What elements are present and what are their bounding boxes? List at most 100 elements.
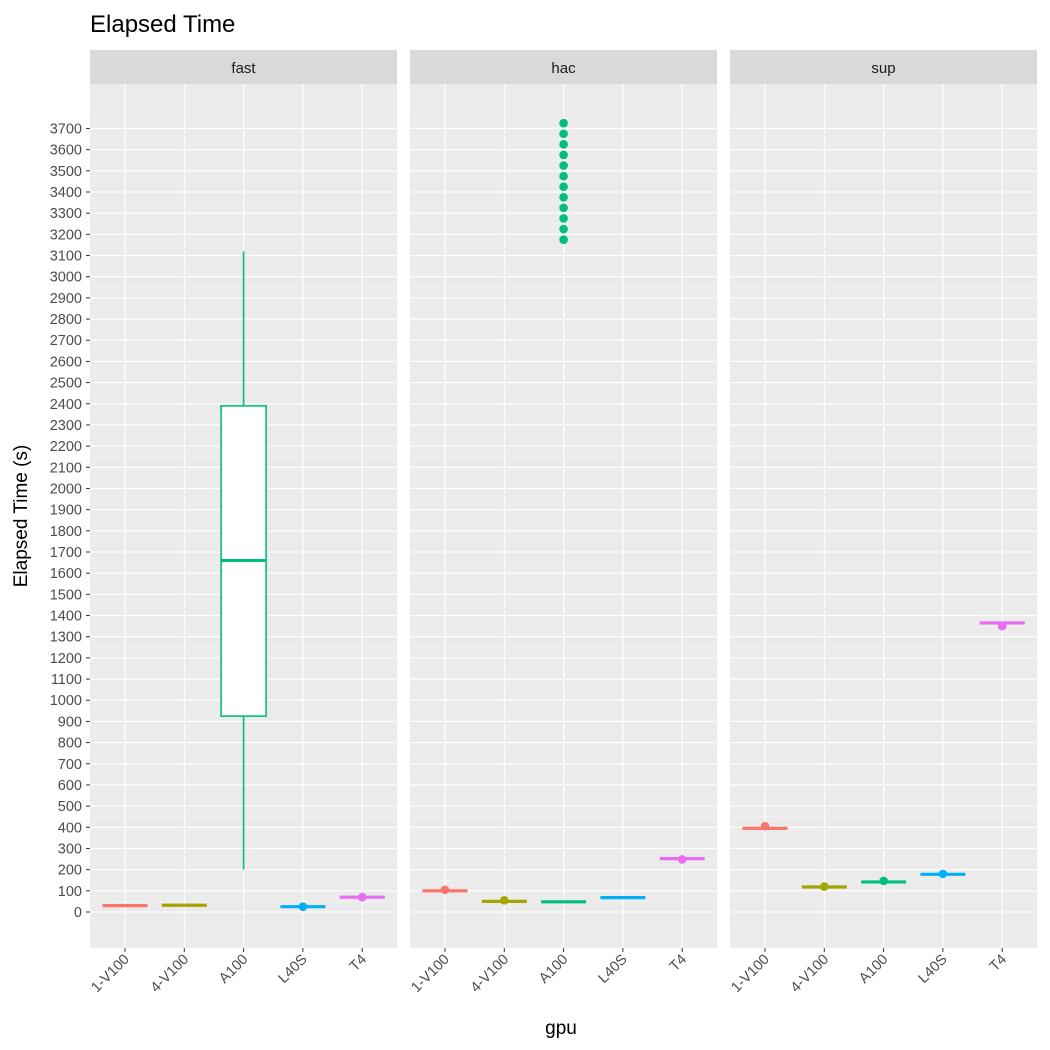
outlier-point: [559, 129, 568, 139]
x-tick-label: L40S: [915, 952, 950, 987]
box-fast-A100: [220, 251, 267, 870]
box-sup-L40S: [920, 869, 966, 879]
facet-panels: fast 1-V100 4-V100 A100 L40S T4 hac 1-V100 4-V10…: [88, 50, 1037, 996]
data-point: [677, 855, 687, 864]
x-tick-label: A100: [856, 952, 891, 987]
y-tick-label: 500: [58, 799, 82, 815]
outlier-point: [559, 224, 568, 234]
x-tick-label: L40S: [595, 952, 630, 987]
x-tick-label: A100: [216, 952, 251, 987]
data-point: [440, 885, 450, 895]
box-sup-T4: [979, 621, 1025, 631]
box-hac-1-V100: [422, 885, 468, 895]
data-point: [357, 892, 367, 902]
y-tick-label: 3600: [50, 143, 82, 159]
y-tick-label: 1500: [50, 587, 82, 603]
box-sup-A100: [861, 876, 907, 886]
x-tick-label: 1-V100: [408, 952, 452, 996]
y-tick-label: 600: [58, 778, 82, 794]
y-tick-label: 2900: [50, 291, 82, 307]
x-tick-label: T4: [347, 952, 370, 975]
x-tick-label: A100: [536, 952, 571, 987]
x-tick-label: 1-V100: [728, 952, 772, 996]
y-axis: 0 100 200 300 400 500 600 700 800 900 1000 1100 1200…: [50, 121, 90, 921]
y-tick-label: 300: [58, 841, 82, 857]
facet-strip: [410, 50, 717, 84]
outlier-point: [559, 161, 568, 170]
y-tick-label: 1300: [50, 630, 82, 646]
data-point: [997, 621, 1007, 631]
y-tick-label: 1900: [50, 503, 82, 519]
x-tick-label: L40S: [275, 952, 310, 987]
y-tick-label: 2800: [50, 312, 82, 328]
y-tick-label: 800: [58, 736, 82, 752]
outlier-point: [559, 118, 568, 128]
data-point: [820, 882, 829, 891]
box-sup-4-V100: [801, 882, 847, 891]
y-tick-label: 2400: [50, 397, 82, 413]
facet-strip: [90, 50, 397, 84]
y-tick-label: 2100: [50, 460, 82, 476]
box-hac-4-V100: [481, 896, 527, 905]
y-axis-title: Elapsed Time (s): [11, 445, 32, 588]
facet-strip: [730, 50, 1037, 84]
x-axis-title: gpu: [545, 1018, 577, 1039]
x-tick-label: T4: [987, 952, 1010, 975]
outlier-point: [559, 235, 568, 244]
x-tick-label: 4-V100: [148, 952, 192, 996]
facet-strip-label: fast: [231, 60, 256, 77]
data-point: [500, 896, 509, 905]
data-point: [938, 869, 948, 879]
x-tick-label: 4-V100: [468, 952, 512, 996]
facet-strip-label: hac: [551, 60, 576, 77]
y-tick-label: 3100: [50, 249, 82, 265]
outlier-point: [559, 192, 568, 202]
outlier-point: [559, 182, 568, 192]
facet-panel-sup: sup 1-V100 4-V100 A100 L40S T4: [728, 50, 1037, 996]
box-fast-T4: [339, 892, 385, 902]
y-tick-label: 3400: [50, 185, 82, 201]
y-tick-label: 3200: [50, 227, 82, 243]
y-tick-label: 2500: [50, 376, 82, 392]
y-tick-label: 2700: [50, 333, 82, 349]
facet-panel-fast: fast 1-V100 4-V100 A100 L40S T4: [88, 50, 397, 996]
y-tick-label: 1200: [50, 651, 82, 667]
facet-strip-label: sup: [871, 60, 895, 77]
x-tick-label: 1-V100: [88, 952, 132, 996]
outlier-point: [559, 203, 568, 213]
outlier-point: [559, 140, 568, 149]
y-tick-label: 3300: [50, 206, 82, 222]
y-tick-label: 200: [58, 863, 82, 879]
data-point: [879, 876, 888, 886]
y-tick-label: 1600: [50, 566, 82, 582]
y-tick-label: 400: [58, 820, 82, 836]
y-tick-label: 900: [58, 714, 82, 730]
y-tick-label: 1700: [50, 545, 82, 561]
box-hac-T4: [659, 855, 705, 864]
x-tick-label: T4: [667, 952, 690, 975]
y-tick-label: 3700: [50, 121, 82, 137]
box-sup-1-V100: [742, 821, 788, 831]
y-tick-label: 2000: [50, 481, 82, 497]
y-tick-label: 2600: [50, 354, 82, 370]
box-hac-A100: [541, 118, 587, 904]
y-tick-label: 1100: [51, 672, 82, 688]
y-tick-label: 1400: [50, 609, 82, 625]
y-tick-label: 2300: [50, 418, 82, 434]
y-tick-label: 2200: [50, 439, 82, 455]
data-point: [298, 902, 308, 912]
outlier-point: [559, 150, 568, 160]
outlier-point: [559, 214, 568, 223]
box-fast-L40S: [280, 902, 326, 912]
y-tick-label: 0: [74, 905, 82, 921]
facet-panel-hac: hac 1-V100 4-V100 A100 L40S T4: [408, 50, 717, 996]
chart-title: Elapsed Time: [90, 11, 235, 38]
data-point: [760, 821, 770, 831]
y-tick-label: 3500: [50, 164, 82, 180]
y-tick-label: 100: [58, 884, 82, 900]
y-tick-label: 1800: [50, 524, 82, 540]
x-tick-label: 4-V100: [788, 952, 832, 996]
y-tick-label: 1000: [50, 693, 82, 709]
outlier-point: [559, 171, 568, 181]
